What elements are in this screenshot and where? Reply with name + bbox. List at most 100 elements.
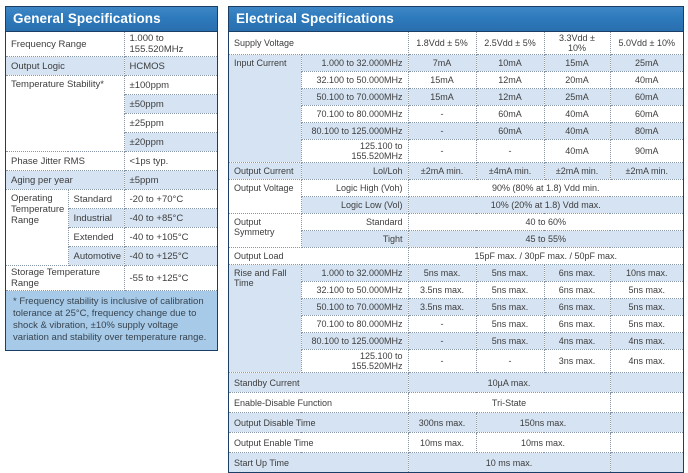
value-cell: 90mA — [610, 139, 683, 163]
electrical-specifications-panel: Electrical Specifications Supply Voltage… — [228, 6, 684, 473]
value-cell: - — [408, 122, 477, 140]
value-cell: 4ns max. — [610, 349, 683, 373]
value-cell: 10% (20% at 1.8) Vdd max. — [408, 196, 683, 214]
row-input-current-1: Input Current 1.000 to 32.000MHz 7mA 10m… — [229, 54, 683, 163]
row-phase-jitter: Phase Jitter RMS <1ps typ. — [6, 151, 217, 171]
value-cell: 150ns max. — [476, 412, 611, 433]
sub-label-cell: Industrial — [68, 208, 125, 228]
row-output-symmetry-standard: Output Symmetry Standard 40 to 60% — [229, 213, 683, 248]
value-cell: 5ns max. — [476, 315, 545, 333]
column-header-cell: 1.8Vdd ± 5% — [408, 32, 477, 55]
empty-cell — [610, 432, 683, 453]
label-cell: Storage Temperature Range — [6, 265, 125, 291]
row-output-load: Output Load 15pF max. / 30pF max. / 50pF… — [229, 247, 683, 265]
value-cell: 15mA — [408, 88, 477, 106]
row-rise-fall-3: 50.100 to 70.000MHz 3.5ns max. 5ns max. … — [229, 298, 683, 316]
sub-label-cell: Standard — [68, 189, 125, 209]
value-cell: 15mA — [408, 71, 477, 89]
value-cell: 40mA — [610, 71, 683, 89]
empty-cell — [610, 412, 683, 433]
value-cell: ±50ppm — [124, 94, 217, 114]
label-cell: Standby Current — [229, 372, 409, 393]
label-cell: Start Up Time — [229, 452, 409, 472]
row-startup-time: Start Up Time 10 ms max. — [229, 452, 683, 472]
value-cell: 25mA — [610, 54, 683, 72]
value-cell: 25mA — [544, 88, 611, 106]
freq-cell: 70.100 to 80.000MHz — [301, 105, 409, 123]
row-output-logic: Output Logic HCMOS — [6, 56, 217, 76]
frequency-stability-footnote: * Frequency stability is inclusive of ca… — [6, 291, 217, 350]
general-specifications-panel: General Specifications Frequency Range 1… — [5, 6, 218, 351]
empty-cell — [610, 372, 683, 393]
value-cell: 40mA — [544, 122, 611, 140]
row-temperature-stability-3: ±25ppm — [6, 113, 217, 133]
value-cell: ±20ppm — [124, 132, 217, 152]
value-cell: 80mA — [610, 122, 683, 140]
value-cell: 60mA — [476, 122, 545, 140]
value-cell: 4ns max. — [544, 332, 611, 350]
value-cell: - — [408, 105, 477, 123]
row-output-current: Output Current Lol/Loh ±2mA min. ±4mA mi… — [229, 162, 683, 180]
label-cell: Temperature Stability* — [6, 75, 125, 152]
freq-cell: 50.100 to 70.000MHz — [301, 298, 409, 316]
value-cell: 5ns max. — [476, 298, 545, 316]
label-cell: Enable-Disable Function — [229, 392, 409, 413]
row-supply-voltage: Supply Voltage 1.8Vdd ± 5% 2.5Vdd ± 5% 3… — [229, 32, 683, 55]
general-specs-table: Frequency Range 1.000 to 155.520MHz Outp… — [6, 32, 217, 291]
row-input-current-2: 32.100 to 50.000MHz 15mA 12mA 20mA 40mA — [229, 71, 683, 89]
row-rise-fall-5: 80.100 to 125.000MHz - 5ns max. 4ns max.… — [229, 332, 683, 350]
value-cell: - — [476, 139, 545, 163]
value-cell: ±2mA min. — [544, 162, 611, 180]
value-cell: 10ns max. — [610, 264, 683, 282]
value-cell: 7mA — [408, 54, 477, 72]
freq-cell: 80.100 to 125.000MHz — [301, 122, 409, 140]
value-cell: 3ns max. — [544, 349, 611, 373]
row-operating-temp-extended: Extended -40 to +105°C — [6, 227, 217, 247]
value-cell: - — [476, 349, 545, 373]
value-cell: ±5ppm — [124, 170, 217, 190]
row-operating-temp-standard: Operating Temperature Range Standard -20… — [6, 189, 217, 266]
value-cell: 5ns max. — [610, 281, 683, 299]
freq-cell: 32.100 to 50.000MHz — [301, 281, 409, 299]
row-output-disable-time: Output Disable Time 300ns max. 150ns max… — [229, 412, 683, 433]
row-output-voltage-low: Logic Low (Vol) 10% (20% at 1.8) Vdd max… — [229, 196, 683, 214]
value-cell: HCMOS — [124, 56, 217, 76]
label-cell: Output Current — [229, 162, 302, 180]
label-cell: Output Disable Time — [229, 412, 409, 433]
column-header-cell: 5.0Vdd ± 10% — [610, 32, 683, 55]
row-rise-fall-2: 32.100 to 50.000MHz 3.5ns max. 5ns max. … — [229, 281, 683, 299]
row-rise-fall-6: 125.100 to 155.520MHz - - 3ns max. 4ns m… — [229, 349, 683, 373]
value-cell: 10 ms max. — [408, 452, 611, 472]
value-cell: ±100ppm — [124, 75, 217, 95]
value-cell: 5ns max. — [610, 315, 683, 333]
row-input-current-4: 70.100 to 80.000MHz - 60mA 40mA 60mA — [229, 105, 683, 123]
sub-label-cell: Automotive — [68, 246, 125, 266]
sub-label-cell: Standard — [301, 213, 409, 231]
value-cell: -55 to +125°C — [124, 265, 217, 291]
value-cell: ±2mA min. — [610, 162, 683, 180]
label-cell: Rise and Fall Time — [229, 264, 302, 373]
row-input-current-6: 125.100 to 155.520MHz - - 40mA 90mA — [229, 139, 683, 163]
electrical-specs-title: Electrical Specifications — [229, 7, 683, 32]
label-cell: Output Voltage — [229, 179, 302, 214]
value-cell: 6ns max. — [544, 315, 611, 333]
electrical-specs-table: Supply Voltage 1.8Vdd ± 5% 2.5Vdd ± 5% 3… — [229, 32, 683, 472]
row-output-voltage-high: Output Voltage Logic High (Voh) 90% (80%… — [229, 179, 683, 214]
value-cell: 60mA — [610, 105, 683, 123]
freq-cell: 70.100 to 80.000MHz — [301, 315, 409, 333]
row-temperature-stability-2: ±50ppm — [6, 94, 217, 114]
freq-cell: 125.100 to 155.520MHz — [301, 139, 409, 163]
sub-label-cell: Lol/Loh — [301, 162, 409, 180]
row-storage-temp: Storage Temperature Range -55 to +125°C — [6, 265, 217, 291]
label-cell: Output Load — [229, 247, 409, 265]
label-cell: Aging per year — [6, 170, 125, 190]
sub-label-cell: Extended — [68, 227, 125, 247]
value-cell: 5ns max. — [476, 281, 545, 299]
value-cell: 10µA max. — [408, 372, 611, 393]
row-output-symmetry-tight: Tight 45 to 55% — [229, 230, 683, 248]
value-cell: <1ps typ. — [124, 151, 217, 171]
value-cell: 15pF max. / 30pF max. / 50pF max. — [408, 247, 683, 265]
row-standby-current: Standby Current 10µA max. — [229, 372, 683, 393]
value-cell: -40 to +85°C — [124, 208, 217, 228]
value-cell: 12mA — [476, 71, 545, 89]
